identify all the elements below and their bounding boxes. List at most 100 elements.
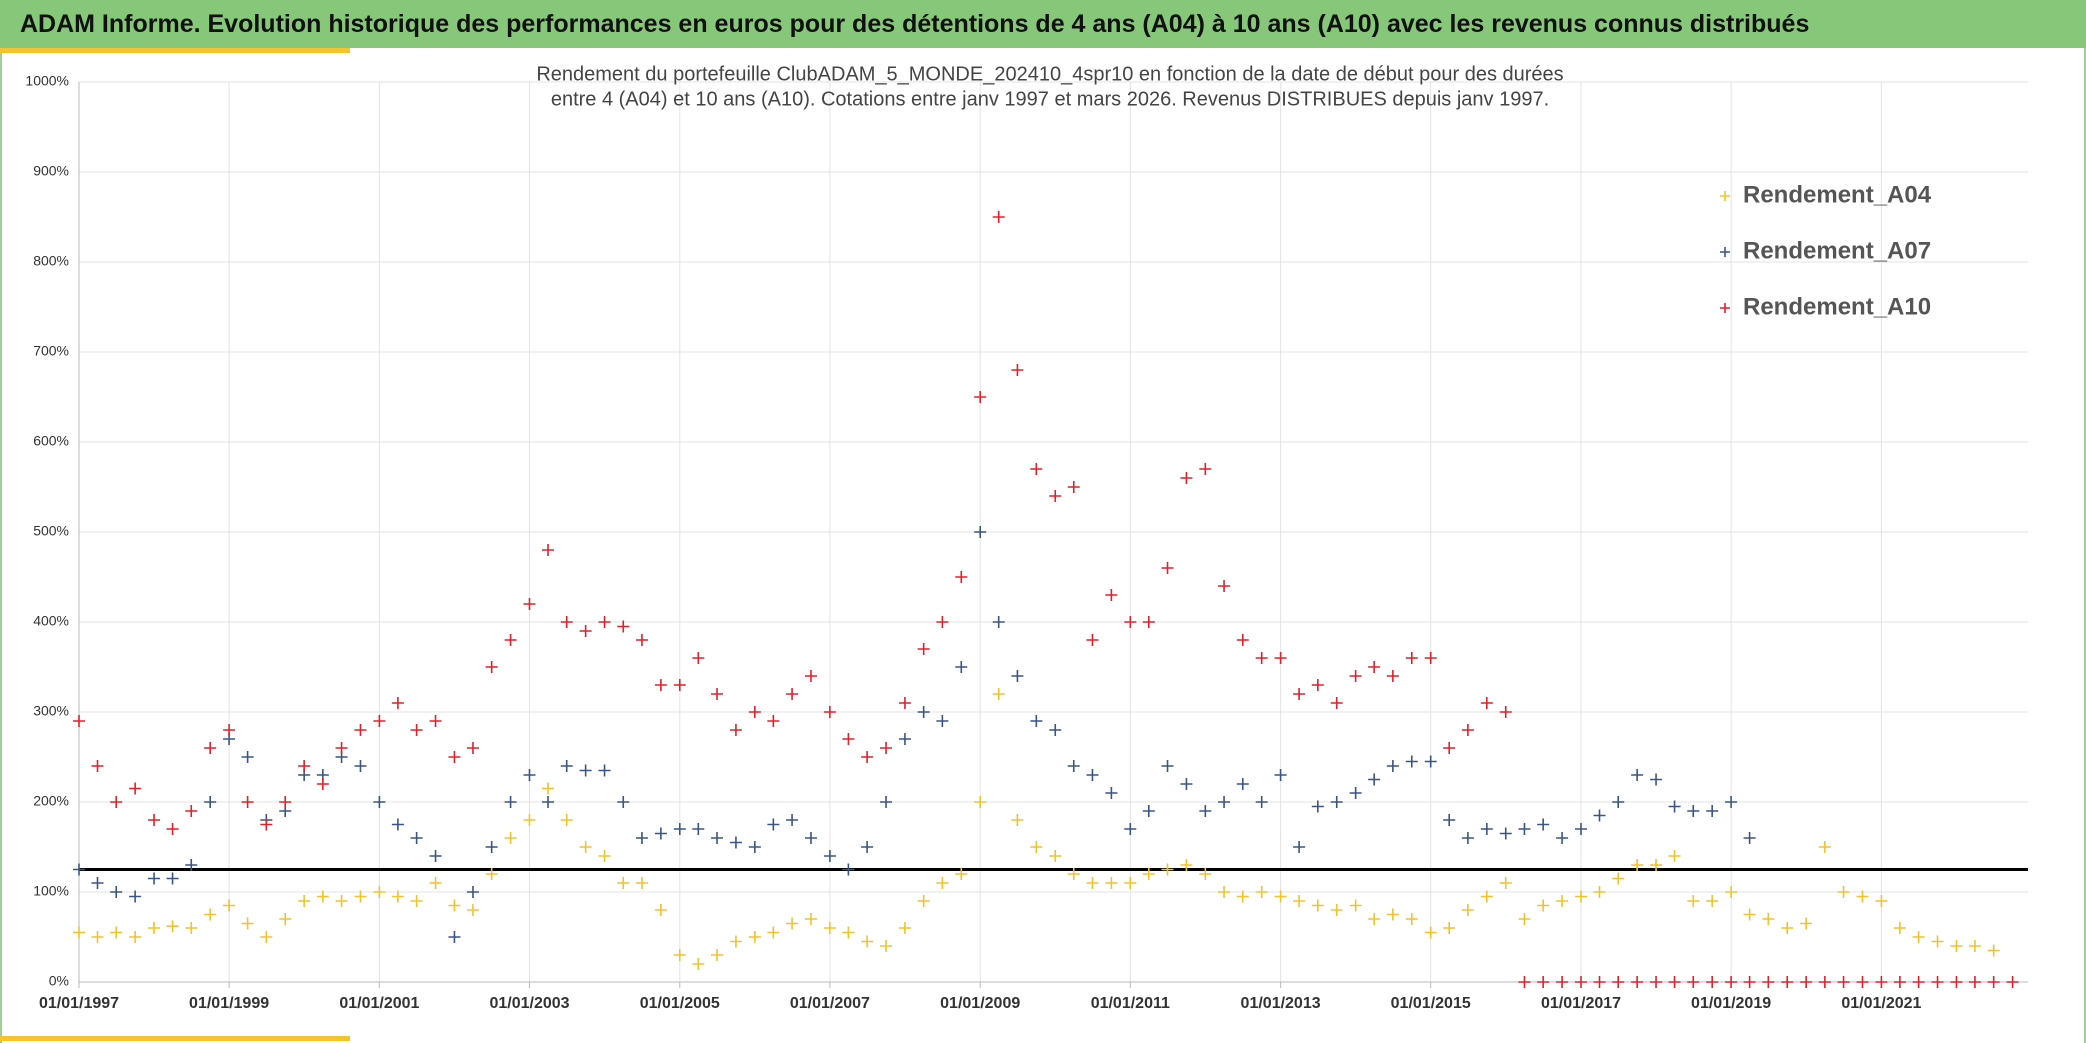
data-point bbox=[635, 634, 648, 646]
data-point bbox=[1330, 796, 1343, 808]
data-point bbox=[692, 823, 705, 835]
data-point bbox=[1668, 800, 1681, 813]
data-point bbox=[1011, 670, 1024, 682]
data-point bbox=[91, 931, 104, 943]
x-tick-label: 01/01/1999 bbox=[189, 995, 269, 1012]
data-point bbox=[1274, 652, 1287, 664]
data-point bbox=[1180, 859, 1193, 871]
data-point bbox=[1725, 796, 1738, 808]
data-point bbox=[1405, 913, 1418, 925]
data-point bbox=[1950, 940, 1963, 952]
data-point bbox=[880, 796, 893, 808]
data-point bbox=[391, 818, 404, 831]
data-point bbox=[1236, 778, 1249, 790]
data-point bbox=[1311, 800, 1324, 813]
data-point bbox=[936, 877, 949, 889]
data-point bbox=[185, 805, 198, 817]
data-point bbox=[786, 917, 799, 930]
data-point bbox=[598, 764, 611, 777]
data-point bbox=[523, 769, 536, 781]
data-point bbox=[1218, 886, 1231, 898]
data-point bbox=[73, 715, 85, 727]
data-point bbox=[1743, 832, 1756, 844]
data-point bbox=[1706, 976, 1719, 988]
data-point bbox=[166, 920, 179, 933]
data-point bbox=[523, 598, 536, 610]
data-point bbox=[917, 706, 930, 718]
legend-label: Rendement_A07 bbox=[1743, 237, 1931, 264]
data-point bbox=[542, 796, 555, 808]
x-tick-label: 01/01/2021 bbox=[1841, 995, 1921, 1012]
data-point bbox=[185, 859, 198, 871]
data-point bbox=[1987, 976, 2000, 988]
data-point bbox=[1499, 827, 1512, 840]
data-point bbox=[1461, 724, 1474, 736]
data-point bbox=[391, 697, 404, 709]
data-point bbox=[1030, 463, 1043, 475]
data-point bbox=[1537, 818, 1550, 831]
data-point bbox=[1105, 589, 1118, 601]
data-point bbox=[673, 949, 686, 961]
data-point bbox=[1086, 877, 1099, 889]
data-point bbox=[1762, 976, 1775, 988]
data-point bbox=[1424, 926, 1437, 939]
data-point bbox=[523, 814, 536, 826]
data-point bbox=[110, 886, 123, 898]
data-point bbox=[1218, 796, 1231, 808]
y-tick-label: 800% bbox=[33, 253, 69, 269]
data-point bbox=[1443, 814, 1456, 826]
data-point bbox=[1236, 890, 1249, 903]
x-tick-label: 01/01/2011 bbox=[1091, 995, 1170, 1012]
data-point bbox=[373, 715, 386, 727]
data-point bbox=[373, 796, 386, 808]
data-point bbox=[1386, 760, 1399, 772]
data-point bbox=[1518, 976, 1531, 988]
data-point bbox=[410, 724, 423, 736]
data-point bbox=[842, 926, 855, 939]
data-point bbox=[354, 724, 367, 736]
data-point bbox=[1668, 976, 1681, 988]
data-point bbox=[410, 895, 423, 907]
data-point bbox=[542, 782, 555, 795]
legend-label: Rendement_A04 bbox=[1743, 181, 1932, 208]
data-point bbox=[1011, 364, 1024, 376]
data-point bbox=[1461, 832, 1474, 844]
data-point bbox=[1049, 490, 1062, 502]
data-point bbox=[1405, 652, 1418, 664]
data-point bbox=[1968, 940, 1981, 952]
data-point bbox=[204, 908, 217, 921]
data-point bbox=[1743, 976, 1756, 988]
data-point bbox=[1593, 809, 1606, 822]
data-point bbox=[974, 526, 987, 538]
data-point bbox=[898, 697, 911, 709]
data-point bbox=[579, 625, 592, 637]
data-point bbox=[223, 724, 236, 736]
data-point bbox=[1218, 580, 1231, 592]
data-point bbox=[1086, 634, 1099, 646]
data-point bbox=[1067, 868, 1080, 880]
y-tick-label: 900% bbox=[33, 163, 69, 179]
data-point bbox=[1142, 868, 1155, 880]
data-point bbox=[974, 391, 987, 403]
data-point bbox=[1368, 661, 1381, 673]
data-point bbox=[823, 706, 836, 718]
data-point bbox=[204, 796, 217, 808]
data-point bbox=[1762, 913, 1775, 925]
data-point bbox=[1818, 841, 1831, 853]
data-point bbox=[204, 742, 217, 754]
data-point bbox=[955, 571, 968, 583]
data-point bbox=[354, 890, 367, 903]
data-point bbox=[448, 899, 461, 912]
data-point bbox=[804, 670, 817, 682]
data-point bbox=[1330, 904, 1343, 916]
data-point bbox=[560, 814, 573, 826]
data-point bbox=[1030, 715, 1043, 727]
data-point bbox=[917, 895, 930, 907]
data-point bbox=[1236, 634, 1249, 646]
data-point bbox=[767, 818, 780, 831]
data-point bbox=[861, 935, 874, 948]
data-point bbox=[1575, 823, 1587, 835]
data-point bbox=[1950, 976, 1963, 988]
y-tick-label: 400% bbox=[33, 613, 69, 629]
